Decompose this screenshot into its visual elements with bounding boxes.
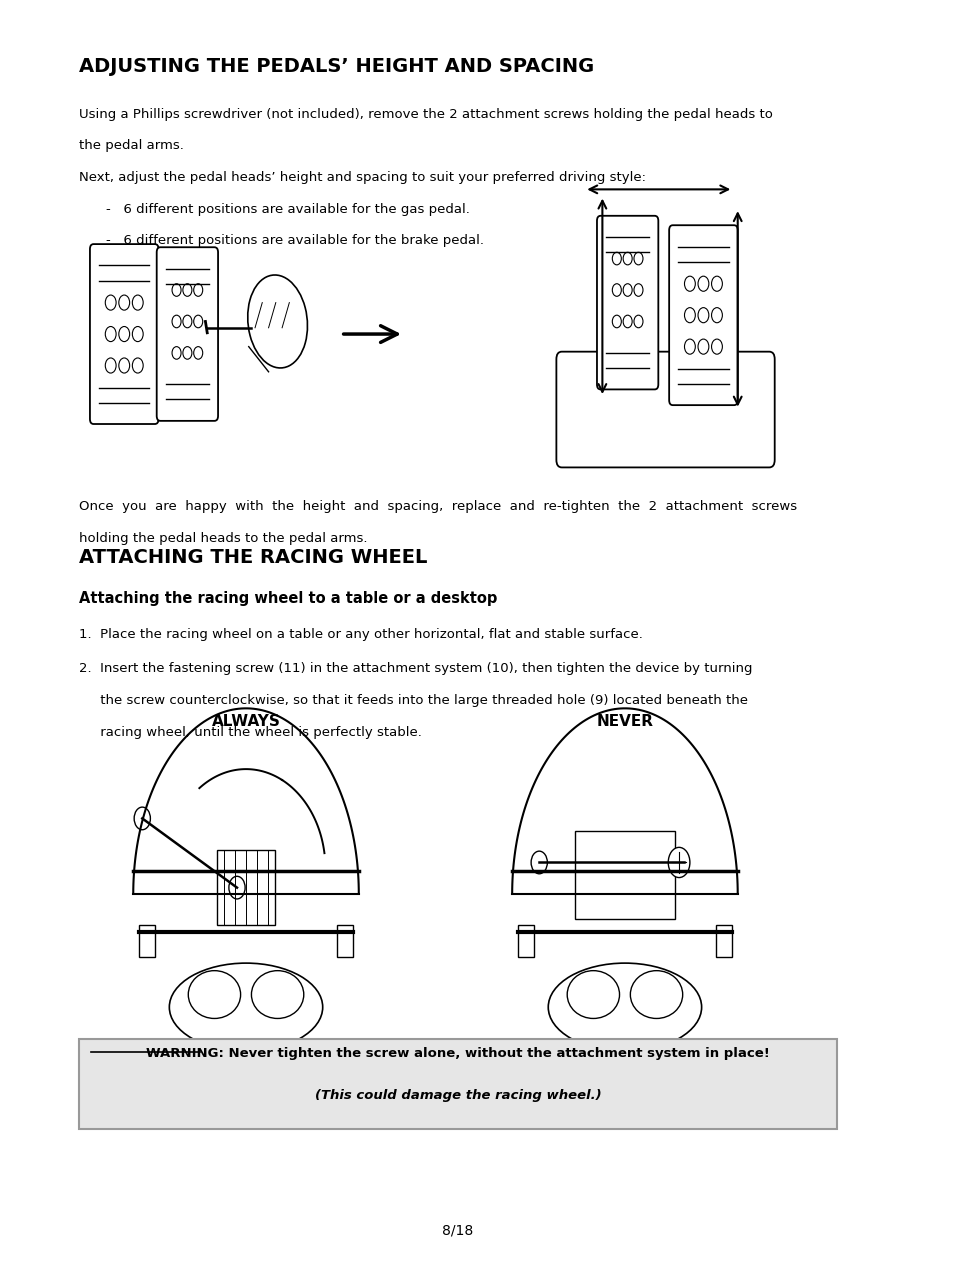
Bar xyxy=(517,925,534,957)
Circle shape xyxy=(711,340,721,354)
Circle shape xyxy=(132,295,143,310)
Circle shape xyxy=(134,808,151,829)
Circle shape xyxy=(711,308,721,323)
Bar xyxy=(139,925,155,957)
Circle shape xyxy=(622,284,632,296)
Circle shape xyxy=(612,252,620,265)
FancyBboxPatch shape xyxy=(668,225,737,406)
Text: 8/18: 8/18 xyxy=(442,1224,474,1238)
FancyBboxPatch shape xyxy=(556,351,774,467)
Circle shape xyxy=(698,276,708,291)
Circle shape xyxy=(105,295,116,310)
Ellipse shape xyxy=(188,971,240,1019)
Circle shape xyxy=(193,284,202,296)
Text: Attaching the racing wheel to a table or a desktop: Attaching the racing wheel to a table or… xyxy=(79,590,497,605)
FancyBboxPatch shape xyxy=(156,247,218,421)
Circle shape xyxy=(634,284,642,296)
Text: WARNING: Never tighten the screw alone, without the attachment system in place!: WARNING: Never tighten the screw alone, … xyxy=(146,1047,769,1061)
Text: racing wheel, until the wheel is perfectly stable.: racing wheel, until the wheel is perfect… xyxy=(79,726,421,739)
FancyBboxPatch shape xyxy=(597,216,658,389)
Circle shape xyxy=(683,276,695,291)
Circle shape xyxy=(622,315,632,328)
Text: 1.  Place the racing wheel on a table or any other horizontal, flat and stable s: 1. Place the racing wheel on a table or … xyxy=(79,628,642,641)
Text: Once  you  are  happy  with  the  height  and  spacing,  replace  and  re-tighte: Once you are happy with the height and s… xyxy=(79,500,797,513)
Text: ALWAYS: ALWAYS xyxy=(212,714,280,729)
Circle shape xyxy=(193,315,202,328)
Circle shape xyxy=(531,851,547,874)
Circle shape xyxy=(634,252,642,265)
Ellipse shape xyxy=(567,971,618,1019)
Circle shape xyxy=(711,276,721,291)
Circle shape xyxy=(105,327,116,342)
Circle shape xyxy=(683,308,695,323)
Circle shape xyxy=(132,357,143,373)
Text: (This could damage the racing wheel.): (This could damage the racing wheel.) xyxy=(314,1089,600,1102)
Text: -   6 different positions are available for the gas pedal.: - 6 different positions are available fo… xyxy=(106,202,470,216)
Circle shape xyxy=(183,347,192,359)
Text: the pedal arms.: the pedal arms. xyxy=(79,140,184,153)
Circle shape xyxy=(229,876,245,899)
Ellipse shape xyxy=(630,971,682,1019)
Text: ATTACHING THE RACING WHEEL: ATTACHING THE RACING WHEEL xyxy=(79,548,427,567)
Text: holding the pedal heads to the pedal arms.: holding the pedal heads to the pedal arm… xyxy=(79,532,367,544)
Ellipse shape xyxy=(248,275,307,368)
FancyBboxPatch shape xyxy=(90,244,158,424)
Circle shape xyxy=(612,315,620,328)
Circle shape xyxy=(119,357,130,373)
Bar xyxy=(575,831,674,920)
Bar xyxy=(336,925,353,957)
Circle shape xyxy=(119,327,130,342)
Text: Using a Phillips screwdriver (not included), remove the 2 attachment screws hold: Using a Phillips screwdriver (not includ… xyxy=(79,108,772,121)
Text: Next, adjust the pedal heads’ height and spacing to suit your preferred driving : Next, adjust the pedal heads’ height and… xyxy=(79,170,645,184)
Bar xyxy=(216,850,275,925)
Circle shape xyxy=(698,308,708,323)
Circle shape xyxy=(183,315,192,328)
FancyBboxPatch shape xyxy=(79,1039,836,1130)
Circle shape xyxy=(119,295,130,310)
Text: -   6 different positions are available for the brake pedal.: - 6 different positions are available fo… xyxy=(106,234,484,248)
Circle shape xyxy=(683,340,695,354)
Circle shape xyxy=(634,315,642,328)
Text: 2.  Insert the fastening screw (11) in the attachment system (10), then tighten : 2. Insert the fastening screw (11) in th… xyxy=(79,663,752,675)
Circle shape xyxy=(698,340,708,354)
Circle shape xyxy=(193,347,202,359)
Bar xyxy=(715,925,731,957)
Circle shape xyxy=(172,315,181,328)
Text: ADJUSTING THE PEDALS’ HEIGHT AND SPACING: ADJUSTING THE PEDALS’ HEIGHT AND SPACING xyxy=(79,57,594,76)
Circle shape xyxy=(667,847,689,878)
Circle shape xyxy=(105,357,116,373)
Circle shape xyxy=(132,327,143,342)
Circle shape xyxy=(172,284,181,296)
Circle shape xyxy=(183,284,192,296)
Circle shape xyxy=(612,284,620,296)
Circle shape xyxy=(172,347,181,359)
Circle shape xyxy=(622,252,632,265)
Text: NEVER: NEVER xyxy=(596,714,653,729)
Text: the screw counterclockwise, so that it feeds into the large threaded hole (9) lo: the screw counterclockwise, so that it f… xyxy=(79,695,747,707)
Ellipse shape xyxy=(252,971,303,1019)
